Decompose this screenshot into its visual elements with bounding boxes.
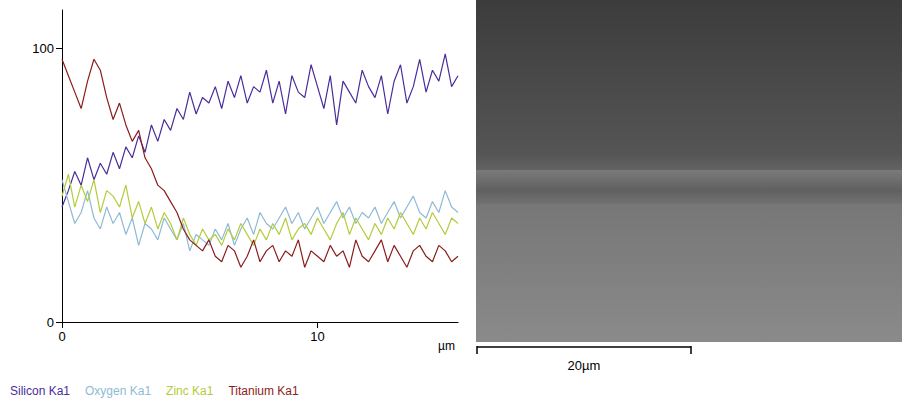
svg-text:µm: µm: [438, 339, 455, 353]
svg-text:0: 0: [58, 329, 65, 344]
svg-text:0: 0: [47, 315, 54, 330]
html-text:20µm: 20µm: [567, 358, 601, 373]
svg-text:10: 10: [310, 329, 324, 344]
svg-text:Silicon Ka1: Silicon Ka1: [10, 384, 70, 398]
svg-text:Oxygen Ka1: Oxygen Ka1: [85, 384, 151, 398]
svg-text:Titanium Ka1: Titanium Ka1: [228, 384, 299, 398]
svg-text:100: 100: [32, 41, 54, 56]
svg-text:Zinc Ka1: Zinc Ka1: [166, 384, 214, 398]
